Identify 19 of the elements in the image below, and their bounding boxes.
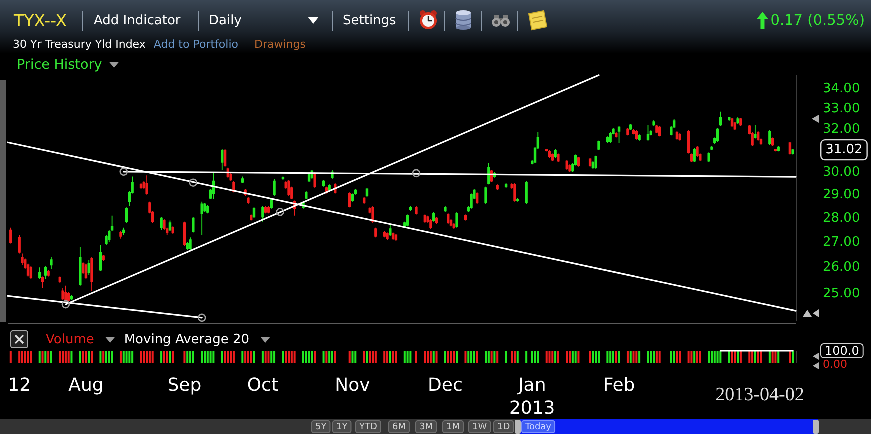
y-tick-label: 34.00 bbox=[823, 81, 860, 96]
text: 0.17 (0.55%) bbox=[770, 13, 865, 29]
text: Add Indicator bbox=[94, 14, 182, 28]
y-tick-label: 27.00 bbox=[823, 235, 860, 250]
text: Daily bbox=[209, 14, 242, 28]
chart-title: TYX--X bbox=[13, 12, 68, 30]
text: Settings bbox=[343, 14, 397, 28]
chart-subtitle: 30 Yr Treasury Yld Index bbox=[13, 38, 146, 51]
y-tick-label: 29.00 bbox=[823, 187, 860, 202]
y-tick-label: 28.00 bbox=[823, 210, 860, 226]
text: Drawings bbox=[254, 38, 306, 51]
y-tick-label: 26.00 bbox=[823, 260, 860, 276]
y-tick-label: 32.00 bbox=[823, 122, 860, 137]
text: Add to Portfolio bbox=[154, 38, 239, 51]
y-tick-label: 33.00 bbox=[823, 101, 860, 116]
y-tick-label: 25.00 bbox=[823, 286, 860, 302]
text: Price History bbox=[17, 57, 102, 73]
annotation: 31.02 bbox=[826, 142, 863, 158]
y-tick-label: 30.00 bbox=[823, 164, 860, 180]
